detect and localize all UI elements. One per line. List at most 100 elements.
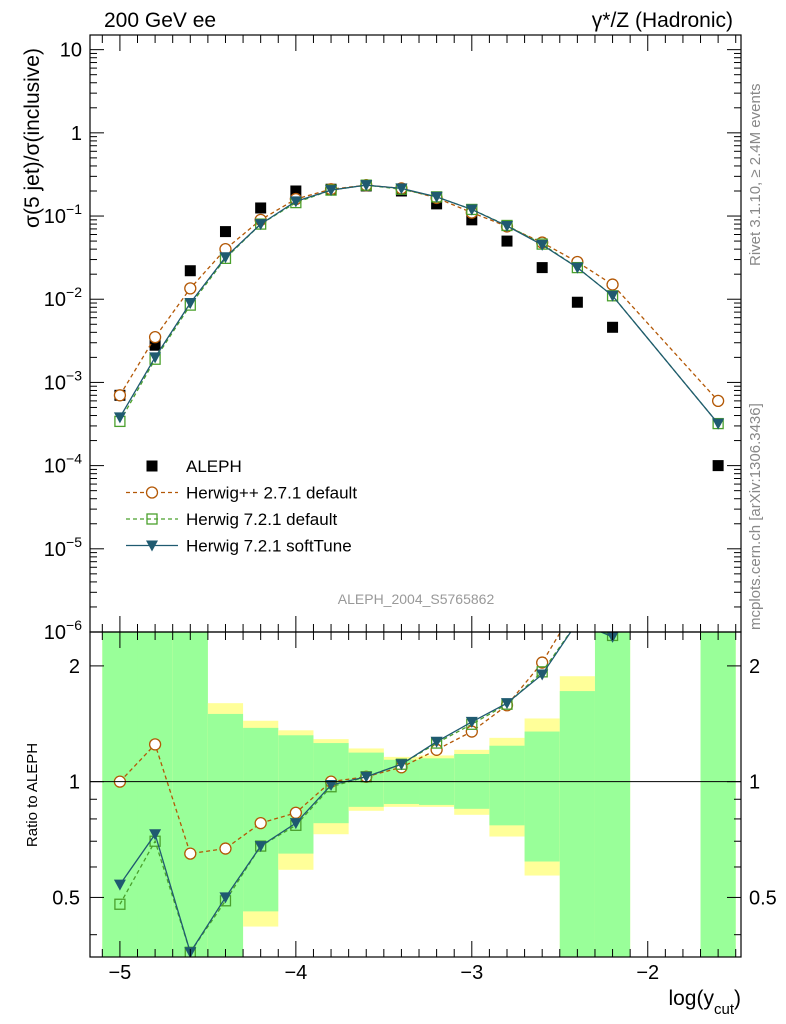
ratio-x-axis-label: log(ycut) (668, 987, 741, 1018)
ratio-data-point (360, 771, 373, 783)
legend-label: Herwig 7.2.1 softTune (186, 537, 352, 556)
main-y-tick-label: 10−1 (44, 201, 82, 228)
ratio-uncertainty-bands (102, 632, 736, 957)
main-data-point (219, 226, 231, 238)
y-tick-mantissa: 10 (44, 206, 66, 228)
x-tick-label: −4 (284, 962, 307, 984)
y-tick-mantissa: 10 (44, 539, 66, 561)
legend-label: Herwig 7.2.1 default (186, 510, 337, 529)
main-data-point (184, 282, 197, 295)
analysis-watermark: ALEPH_2004_S5765862 (338, 591, 495, 607)
axes-frames (89, 34, 742, 958)
x-axis-label-close: ) (734, 987, 741, 1010)
ratio-data-point (572, 598, 583, 609)
ratio-band-inner (207, 713, 244, 957)
main-data-point (607, 321, 619, 333)
main-y-axis-label: σ(5 jet)/σ(inclusive) (21, 48, 44, 228)
legend-marker (146, 513, 158, 525)
ratio-data-point (536, 656, 549, 669)
main-series-group (113, 179, 725, 472)
ratio-data-point (395, 759, 408, 771)
main-series-line (119, 184, 719, 425)
main-series-line (119, 184, 719, 425)
ratio-band-inner (559, 691, 595, 957)
y-tick-mantissa: 10 (44, 289, 66, 311)
x-tick-label: −3 (460, 962, 483, 984)
mcplots-note: mcplots.cern.ch [arXiv:1306.3436] (747, 403, 764, 630)
ratio-band-inner (489, 745, 525, 826)
legend-label: ALEPH (186, 457, 242, 476)
ratio-data-point (430, 736, 443, 748)
ratio-data-point (219, 842, 232, 855)
legend-marker (146, 460, 158, 472)
y-tick-exponent: −3 (66, 367, 82, 383)
y-tick-exponent: −2 (66, 284, 82, 300)
main-data-point (184, 265, 196, 277)
ratio-data-point (500, 698, 513, 710)
ratio-y-tick-label-left: 0.5 (52, 887, 80, 909)
main-data-point (219, 252, 232, 264)
main-data-point (465, 204, 478, 216)
main-y-tick-label: 10−3 (44, 367, 82, 394)
main-series-line (119, 184, 719, 402)
legend: ALEPH Herwig++ 2.7.1 default Herwig 7.2.1 … (126, 457, 357, 556)
y-tick-mantissa: 10 (44, 622, 66, 644)
ratio-data-point (149, 829, 162, 841)
main-data-point (360, 180, 373, 192)
main-data-point (290, 185, 302, 197)
ratio-y-tick-label-left: 1 (69, 772, 80, 794)
main-y-tick-label: 10−6 (44, 617, 82, 644)
main-data-point (325, 185, 338, 197)
ratio-data-point (536, 669, 549, 681)
main-data-point (711, 394, 725, 408)
main-data-point (149, 352, 162, 364)
main-y-tick-label: 10−2 (44, 284, 82, 311)
x-tick-label: −5 (109, 962, 132, 984)
main-data-point (501, 235, 513, 247)
main-y-tick-label: 10−4 (44, 451, 82, 478)
header-left-label: 200 GeV ee (104, 9, 216, 32)
y-tick-mantissa: 10 (60, 40, 82, 62)
ratio-band-inner (172, 632, 208, 957)
main-data-point (571, 296, 583, 308)
ratio-data-point (289, 818, 302, 830)
ratio-data-point (289, 806, 303, 819)
main-data-point (500, 220, 513, 232)
main-data-point (113, 412, 126, 424)
legend-marker (145, 486, 159, 499)
y-tick-mantissa: 10 (44, 456, 66, 478)
axes-ticks (90, 35, 741, 957)
x-axis-label-sub: cut (714, 1001, 735, 1018)
ratio-band-inner (524, 731, 560, 862)
main-data-point (395, 183, 408, 195)
ratio-band-inner (102, 632, 138, 957)
main-data-point (148, 331, 162, 344)
legend-marker (146, 540, 158, 552)
main-y-tick-label: 1 (71, 123, 82, 145)
ratio-data-point (325, 780, 338, 792)
main-data-point (289, 196, 302, 208)
rivet-note: Rivet 3.1.10, ≥ 2.4M events (747, 84, 764, 267)
main-data-point (113, 389, 127, 402)
ratio-data-point (114, 898, 126, 910)
ratio-band-inner (137, 632, 173, 957)
ratio-data-point (254, 841, 267, 853)
ratio-plot-frame (89, 631, 742, 958)
y-tick-exponent: −5 (66, 534, 82, 550)
ratio-data-point (184, 847, 197, 860)
y-tick-exponent: −4 (66, 451, 82, 467)
ratio-band-inner (700, 632, 736, 957)
y-tick-mantissa: 1 (71, 123, 82, 145)
main-data-point (712, 418, 725, 430)
main-y-tick-label: 10 (60, 40, 82, 62)
ratio-data-point (219, 892, 232, 904)
main-data-point (430, 191, 443, 203)
main-data-point (712, 460, 724, 472)
ratio-data-point (465, 716, 478, 728)
main-y-tick-label: 10−5 (44, 534, 82, 561)
y-tick-exponent: −6 (66, 617, 82, 633)
ratio-y-tick-label-right: 1 (749, 772, 760, 794)
main-data-point (184, 298, 197, 310)
main-data-point (255, 202, 267, 214)
